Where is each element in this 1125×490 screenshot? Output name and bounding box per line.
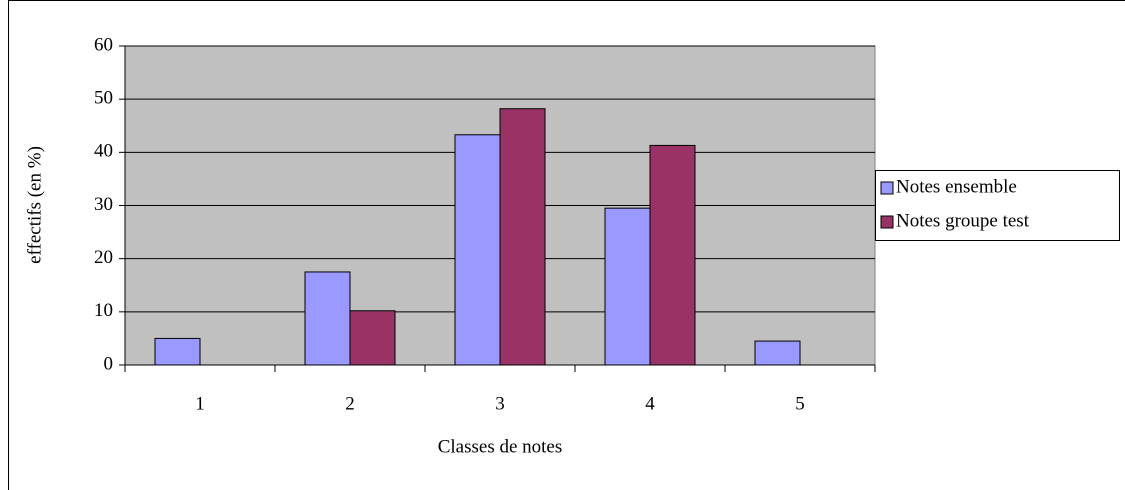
legend-swatch	[880, 181, 894, 195]
y-axis-label: effectifs (en %)	[24, 146, 45, 264]
x-tick-label: 2	[345, 393, 355, 414]
x-tick-label: 4	[645, 393, 655, 414]
bar	[754, 340, 801, 366]
bar	[349, 310, 396, 366]
y-tick-label: 20	[94, 247, 113, 268]
bar	[454, 134, 501, 366]
y-tick-label: 10	[94, 300, 113, 321]
legend-swatch	[880, 215, 894, 229]
y-tick-label: 50	[94, 88, 113, 109]
x-tick-label: 1	[195, 393, 205, 414]
x-axis-label: Classes de notes	[438, 436, 563, 457]
x-tick-label: 3	[495, 393, 505, 414]
y-tick-label: 30	[94, 194, 113, 215]
y-tick-label: 60	[94, 34, 113, 55]
bar	[154, 337, 201, 366]
y-tick-label: 0	[104, 353, 114, 374]
bar	[604, 207, 651, 366]
y-tick-label: 40	[94, 141, 113, 162]
bar	[304, 271, 351, 366]
legend	[875, 170, 1120, 241]
legend-label: Notes ensemble	[896, 176, 1017, 197]
bar	[649, 144, 696, 366]
bar	[499, 108, 546, 366]
legend-label: Notes groupe test	[896, 210, 1030, 231]
x-tick-label: 5	[795, 393, 805, 414]
